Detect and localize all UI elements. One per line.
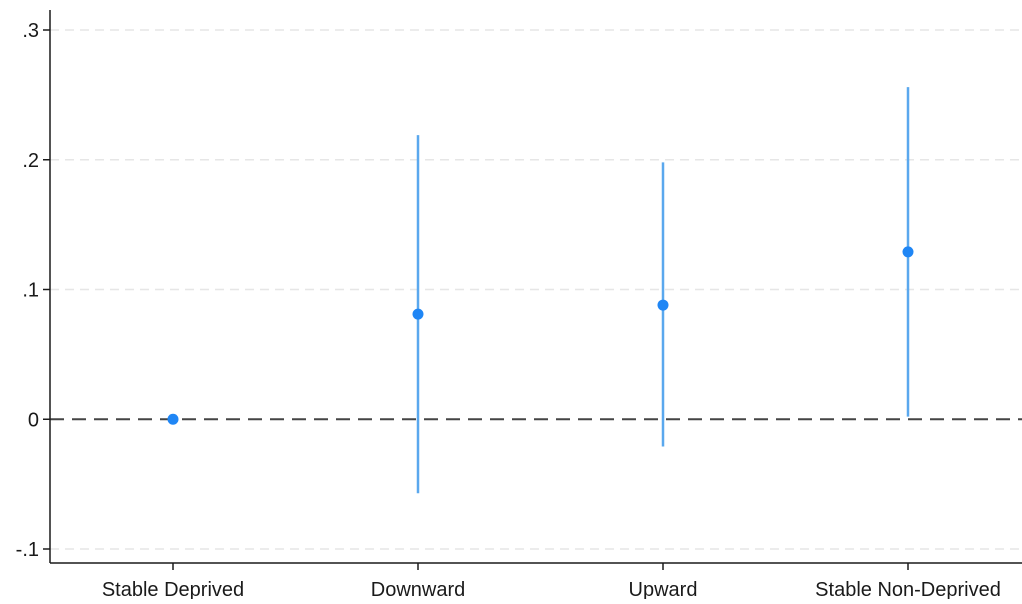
y-tick-label: .3 — [22, 20, 39, 42]
y-tick-label: 0 — [28, 409, 39, 431]
y-tick-label: -.1 — [16, 539, 39, 561]
point-marker — [413, 309, 424, 320]
y-tick-label: .2 — [22, 150, 39, 172]
y-tick-labels: -.1 0 .1 .2 .3 — [16, 20, 39, 561]
x-tick-labels: Stable Deprived Downward Upward Stable Non-… — [102, 579, 1001, 599]
point-marker — [658, 300, 669, 311]
point-marker — [168, 414, 179, 425]
y-tick-label: .1 — [22, 280, 39, 302]
point-marker — [903, 246, 914, 257]
x-tick-label: Stable Deprived — [102, 579, 244, 599]
point-estimates — [168, 246, 914, 424]
x-tick-label: Upward — [629, 579, 698, 599]
x-tick-label: Stable Non-Deprived — [815, 579, 1001, 599]
x-tick-label: Downward — [371, 579, 465, 599]
gridlines — [50, 30, 1022, 549]
